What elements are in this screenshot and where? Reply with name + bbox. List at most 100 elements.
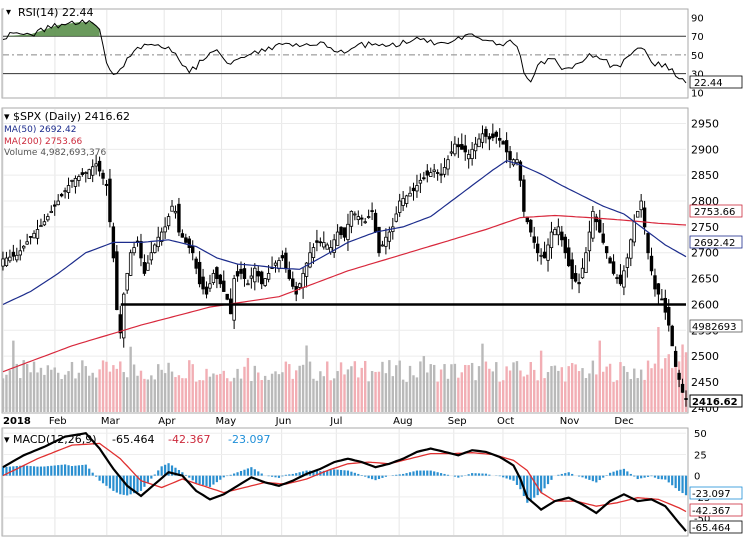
macd-histogram-bar [581, 475, 584, 478]
volume-bar [288, 364, 291, 412]
candle-body [156, 236, 160, 248]
macd-histogram-bar [436, 472, 439, 476]
macd-histogram-bar [519, 475, 522, 490]
volume-bar [550, 366, 553, 412]
volume-bar [553, 365, 557, 412]
candle-body [87, 169, 91, 179]
candle-body [529, 219, 533, 233]
volume-bar [81, 360, 84, 412]
candle-body [242, 268, 247, 279]
candle-body [415, 185, 419, 192]
candle-body [466, 154, 471, 160]
volume-bar [467, 365, 470, 412]
macd-histogram-bar [88, 468, 91, 476]
candle-body [222, 280, 226, 292]
volume-bar [101, 360, 105, 412]
macd-histogram-bar [443, 473, 446, 476]
candle-body [139, 241, 143, 259]
candle-body [384, 236, 388, 247]
macd-histogram-bar [353, 472, 356, 476]
candle-body [360, 217, 364, 220]
volume-bar [1, 378, 5, 412]
macd-tick-label: -50 [694, 514, 710, 525]
volume-bar [222, 370, 225, 412]
candle-body [246, 283, 250, 286]
macd-histogram-bar [591, 475, 594, 482]
volume-bar [626, 371, 629, 412]
volume-bar [50, 369, 53, 412]
volume-bar [484, 361, 488, 412]
macd-histogram-bar [453, 475, 456, 477]
volume-bar [508, 370, 512, 412]
candle-body [397, 200, 402, 213]
volume-bar [546, 372, 550, 412]
volume-bar [674, 356, 677, 412]
volume-bar [298, 365, 301, 412]
macd-histogram-bar [74, 465, 77, 476]
volume-bar [257, 372, 260, 412]
volume-bar [588, 373, 591, 412]
candle-body [653, 275, 657, 290]
candle-body [1, 258, 5, 267]
price-tick-label: 2600 [691, 298, 719, 311]
macd-histogram-bar [15, 466, 18, 476]
candle-body [477, 138, 481, 148]
volume-bar [56, 372, 60, 412]
candle-body [322, 242, 326, 248]
volume-bar [612, 381, 615, 412]
volume-bar [91, 372, 94, 412]
macd-histogram-bar [412, 471, 415, 476]
macd-histogram-bar [339, 469, 343, 476]
volume-bars [1, 327, 688, 412]
candle-body [501, 141, 505, 145]
macd-histogram-bar [602, 475, 605, 478]
candle-body [180, 233, 185, 238]
candle-body [446, 159, 450, 170]
candle-body [684, 398, 688, 400]
macd-histogram-bar [543, 475, 546, 489]
candle-body [4, 257, 9, 267]
candle-body [380, 244, 385, 247]
volume-bar [253, 365, 257, 412]
candle-body [356, 216, 360, 221]
volume-bar [77, 372, 81, 412]
volume-bar [429, 364, 432, 412]
macd-histogram-bar [315, 470, 319, 476]
candle-body [170, 205, 174, 212]
volume-bar [177, 375, 181, 412]
volume-bar [74, 378, 77, 412]
volume-bar [495, 362, 498, 412]
volume-bar [122, 372, 125, 412]
volume-bar [564, 381, 567, 412]
candle-body [667, 307, 671, 326]
volume-bar [84, 366, 87, 412]
candle-body [639, 200, 643, 211]
volume-bar [377, 371, 381, 412]
volume-bar [232, 377, 236, 412]
volume-bar [105, 361, 108, 412]
volume-bar [533, 369, 536, 412]
macd-histogram-bar [257, 471, 260, 476]
candle-body [94, 163, 98, 167]
volume-bar [374, 371, 377, 412]
volume-bar [339, 362, 343, 412]
candle-body [253, 267, 257, 283]
volume-bar [464, 364, 467, 412]
x-axis-label: Oct [497, 416, 514, 427]
candle-body [32, 232, 36, 239]
x-axis-label: Aug [393, 416, 413, 427]
volume-bar [422, 356, 426, 412]
volume-bar [526, 374, 529, 412]
macd-histogram-bar [270, 475, 274, 477]
volume-bar [595, 374, 598, 412]
volume-bar [619, 362, 622, 412]
volume-bar [684, 352, 688, 412]
candle-body [297, 283, 302, 288]
volume-label: Volume 4,982,693,376 [4, 148, 106, 158]
ma200-label: MA(200) 2753.66 [4, 137, 82, 147]
candle-body [473, 143, 478, 152]
candle-body [232, 278, 236, 321]
candle-body [487, 136, 492, 140]
macd-histogram-bar [181, 472, 184, 476]
volume-bar [602, 371, 605, 412]
